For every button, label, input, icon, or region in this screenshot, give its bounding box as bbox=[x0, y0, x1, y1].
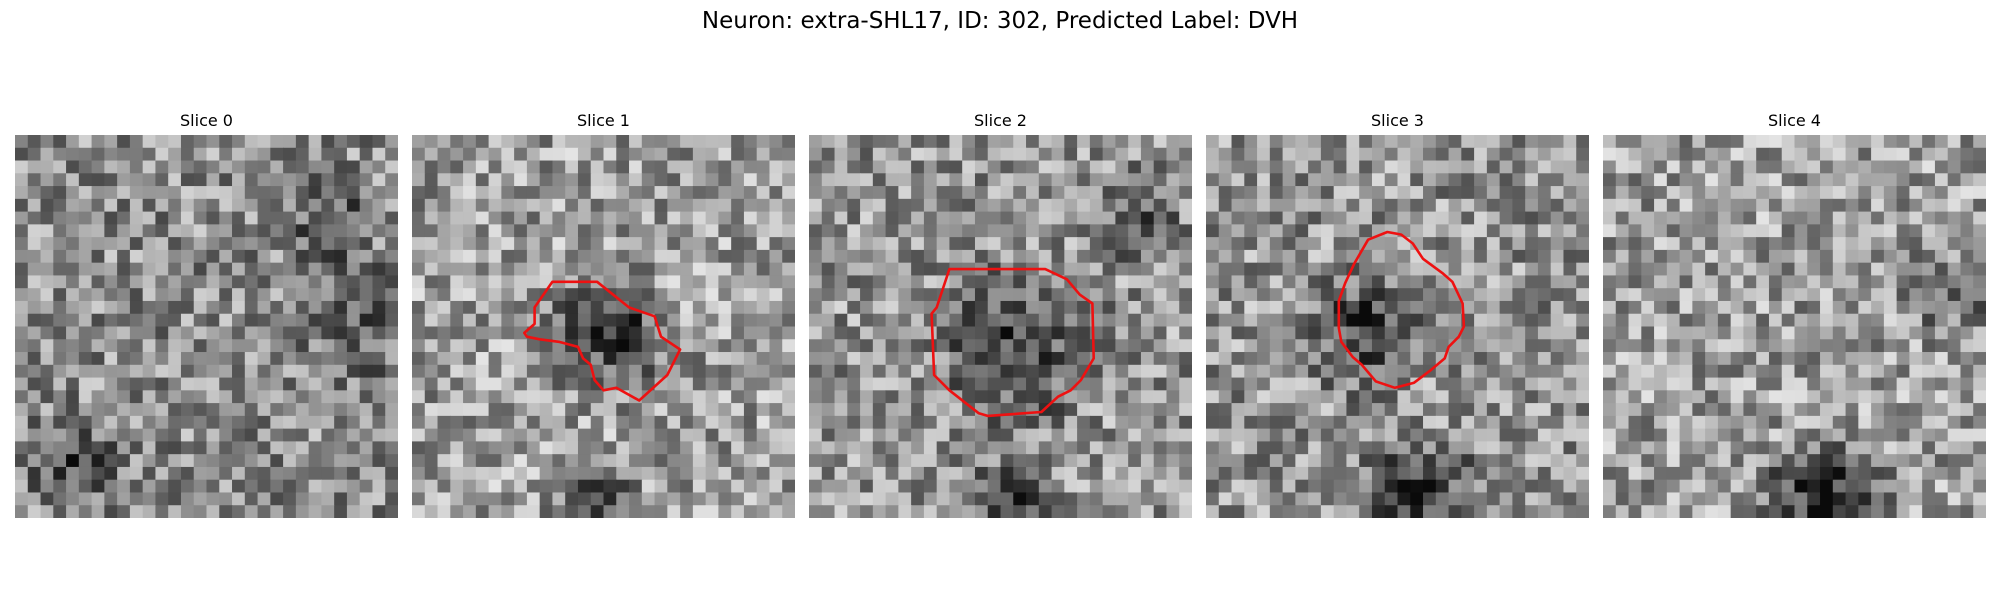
pixel-grid bbox=[412, 135, 795, 518]
slice-image-svg bbox=[809, 135, 1192, 518]
neuron-contour bbox=[1337, 230, 1466, 390]
pixel-grid bbox=[15, 135, 398, 518]
slice-panel: Slice 3 bbox=[1206, 109, 1589, 518]
slice-image bbox=[412, 135, 795, 518]
slice-panel: Slice 1 bbox=[412, 109, 795, 518]
neuron-contour bbox=[930, 267, 1096, 418]
figure-title: Neuron: extra-SHL17, ID: 302, Predicted … bbox=[701, 8, 1299, 34]
slice-title: Slice 0 bbox=[180, 111, 233, 130]
pixel-grid bbox=[1603, 135, 1986, 518]
slice-title: Slice 3 bbox=[1371, 111, 1424, 130]
slice-panel: Slice 0 bbox=[15, 109, 398, 518]
pixel-grid bbox=[1206, 135, 1589, 518]
slice-image bbox=[1206, 135, 1589, 518]
slice-title: Slice 2 bbox=[974, 111, 1027, 130]
slice-title: Slice 4 bbox=[1768, 111, 1821, 130]
slice-image bbox=[809, 135, 1192, 518]
pixel-grid bbox=[809, 135, 1192, 518]
slice-panel: Slice 4 bbox=[1603, 109, 1986, 518]
slice-image bbox=[1603, 135, 1986, 518]
slice-image bbox=[15, 135, 398, 518]
neuron-contour bbox=[523, 280, 682, 402]
slice-image-svg bbox=[1603, 135, 1986, 518]
slice-title: Slice 1 bbox=[577, 111, 630, 130]
slice-panel: Slice 2 bbox=[809, 109, 1192, 518]
slice-image-svg bbox=[15, 135, 398, 518]
slice-image-svg bbox=[412, 135, 795, 518]
slice-image-svg bbox=[1206, 135, 1589, 518]
